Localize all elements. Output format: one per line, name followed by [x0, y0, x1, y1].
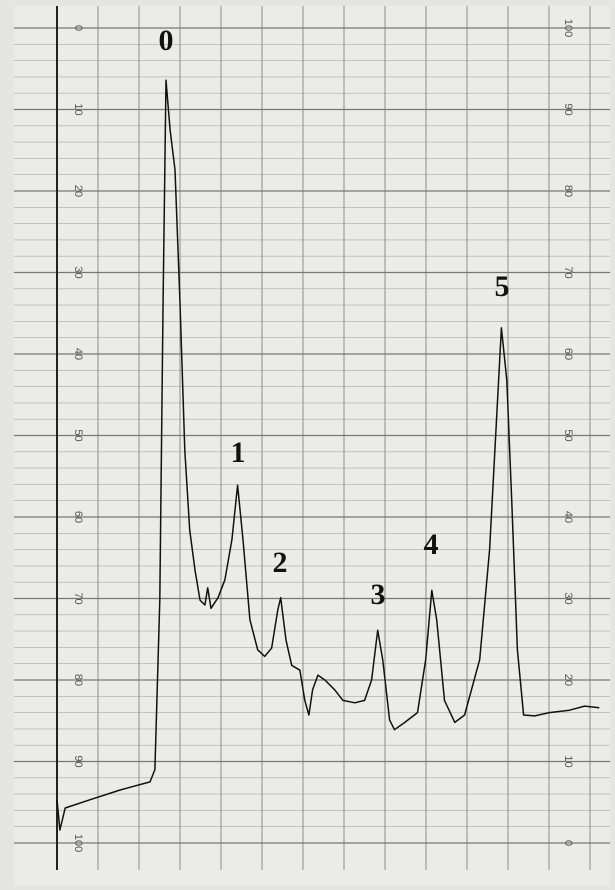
y2-tick-label: 70	[72, 592, 84, 604]
y-tick-label: 40	[562, 511, 574, 523]
peak-label: 3	[371, 578, 386, 611]
y-tick-label: 100	[562, 19, 574, 37]
peak-label: 0	[159, 24, 174, 57]
y-tick-label: 70	[562, 266, 574, 278]
y-tick-label: 80	[562, 185, 574, 197]
y2-tick-label: 20	[72, 185, 84, 197]
y2-tick-label: 40	[72, 348, 84, 360]
y2-tick-label: 0	[72, 25, 84, 31]
peak-label: 2	[273, 546, 288, 579]
chart: 0102030405060708090100010203040506070809…	[0, 0, 615, 890]
peak-label: 5	[495, 270, 510, 303]
y2-tick-label: 90	[72, 755, 84, 767]
y-tick-label: 10	[562, 755, 574, 767]
y-tick-label: 90	[562, 103, 574, 115]
peak-label: 1	[231, 436, 246, 469]
y-tick-label: 60	[562, 348, 574, 360]
peak-label: 4	[424, 528, 439, 561]
y-tick-label: 50	[562, 429, 574, 441]
y2-tick-label: 100	[72, 834, 84, 852]
y2-tick-label: 60	[72, 511, 84, 523]
y2-tick-label: 80	[72, 674, 84, 686]
y-tick-label: 30	[562, 592, 574, 604]
y2-tick-label: 10	[72, 103, 84, 115]
y-tick-label: 0	[562, 840, 574, 846]
y2-tick-label: 30	[72, 266, 84, 278]
page: {"chart_data": {"type": "line", "x": [0,…	[0, 0, 615, 890]
y2-tick-label: 50	[72, 429, 84, 441]
paper	[14, 6, 610, 886]
y-tick-label: 20	[562, 674, 574, 686]
